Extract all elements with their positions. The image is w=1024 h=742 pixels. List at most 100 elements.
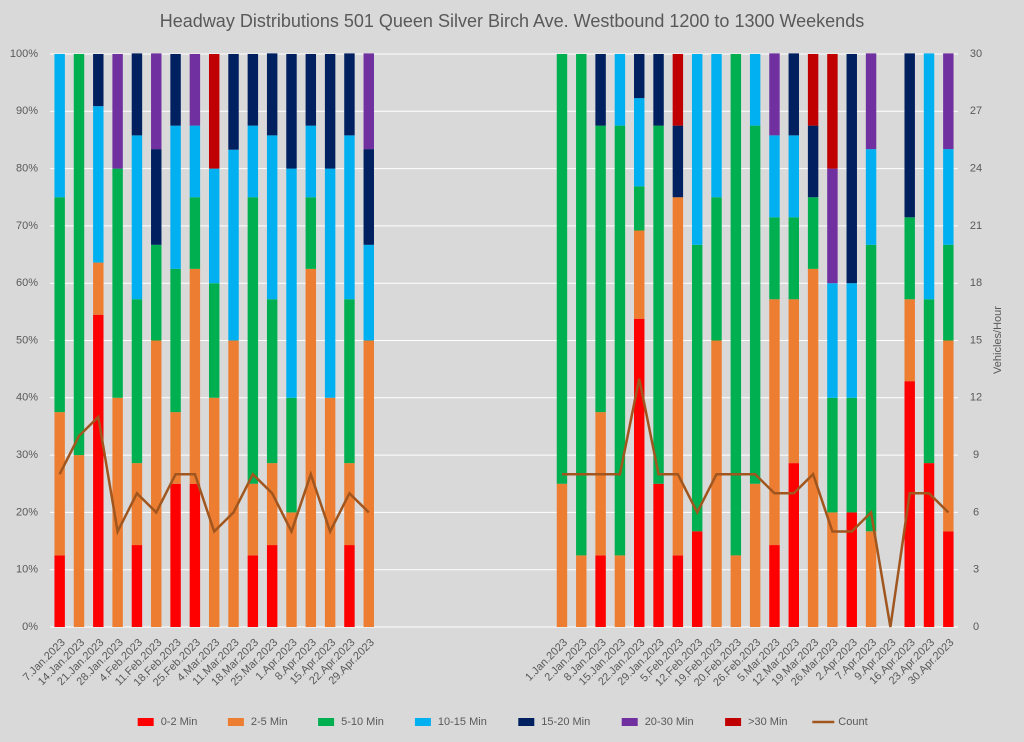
bar-segment [151, 244, 162, 341]
bar-segment [344, 135, 355, 300]
bar-segment [266, 545, 278, 627]
bar-segment [208, 168, 220, 284]
chart-title: Headway Distributions 501 Queen Silver B… [160, 11, 864, 31]
bar-segment [711, 340, 722, 627]
legend-swatch [227, 718, 244, 726]
bar-segment [305, 125, 317, 198]
bar-segment [170, 54, 181, 126]
bar-segment [266, 463, 278, 546]
bar-segment [344, 53, 355, 136]
bar-segment [189, 125, 201, 198]
bar-segment [170, 483, 181, 627]
bar-segment [93, 106, 104, 263]
bar-segment [653, 125, 664, 484]
bar-segment [827, 512, 838, 627]
bar-segment [865, 53, 877, 150]
bar-segment [363, 53, 374, 150]
bar-segment [73, 54, 85, 456]
bar-segment [189, 483, 201, 627]
bar-segment [131, 299, 143, 464]
y2-tick-label: 18 [970, 277, 982, 289]
y-tick-label: 80% [16, 163, 38, 175]
bar-segment [228, 54, 239, 150]
bar-segment [634, 318, 645, 627]
bar-segment [247, 54, 259, 126]
bar-segment [672, 54, 684, 126]
bar-segment [344, 463, 355, 546]
bar-segment [846, 54, 857, 284]
bar-segment [634, 186, 645, 231]
bar-segment [711, 197, 722, 341]
bar-segment [286, 168, 297, 398]
bar-segment [151, 340, 162, 627]
bar-segment [112, 397, 123, 627]
bar-segment [769, 299, 780, 546]
y2-tick-label: 6 [973, 506, 979, 518]
bar-segment [691, 244, 703, 532]
bar-segment [305, 197, 317, 269]
bar-segment [93, 262, 104, 315]
bar-segment [634, 54, 645, 99]
bar-segment [228, 149, 239, 341]
bar-segment [730, 555, 742, 627]
bar-segment [943, 531, 954, 627]
bar-segment [788, 463, 800, 627]
bar-segment [691, 54, 703, 245]
bar-segment [865, 531, 877, 627]
bar-segment [672, 125, 684, 198]
legend-label: 0-2 Min [161, 716, 198, 728]
bar-segment [189, 197, 201, 269]
legend-label: Count [838, 716, 867, 728]
bar-segment [923, 53, 935, 300]
bar-segment [363, 340, 374, 627]
bar-segment [904, 53, 915, 218]
y2-tick-label: 24 [970, 163, 982, 175]
bar-segment [208, 397, 220, 627]
legend-swatch [621, 718, 638, 726]
y-tick-label: 10% [16, 564, 38, 576]
legend-label: 2-5 Min [251, 716, 288, 728]
bar-segment [131, 53, 143, 136]
bar-segment [846, 512, 857, 627]
bar-segment [788, 135, 800, 218]
bar-segment [170, 125, 181, 269]
bar-segment [324, 168, 336, 398]
bar-segment [131, 463, 143, 546]
bar-segment [614, 555, 626, 627]
bar-segment [634, 230, 645, 319]
legend-label: 20-30 Min [645, 716, 694, 728]
legend-label: 15-20 Min [541, 716, 590, 728]
bar-segment [769, 217, 780, 300]
y2-tick-label: 3 [973, 564, 979, 576]
bar-segment [151, 53, 162, 150]
bar-segment [595, 555, 606, 627]
bar-segment [170, 412, 181, 484]
bar-segment [54, 555, 65, 627]
bar-segment [865, 149, 877, 245]
bar-segment [749, 125, 761, 484]
bar-segment [305, 54, 317, 126]
bar-segment [54, 197, 65, 413]
bar-segment [769, 135, 780, 218]
bar-segment [556, 54, 568, 484]
bar-segment [286, 397, 297, 513]
bar-segment [131, 545, 143, 627]
y-tick-label: 30% [16, 449, 38, 461]
bar-segment [228, 340, 239, 627]
bar-segment [556, 483, 568, 627]
bar-segment [807, 268, 819, 627]
bar-segment [112, 54, 123, 169]
bar-segment [247, 483, 259, 556]
bar-segment [846, 397, 857, 513]
bar-segment [595, 54, 606, 126]
bar-segment [749, 54, 761, 126]
legend-swatch [318, 718, 335, 726]
bar-segment [788, 217, 800, 300]
bar-segment [904, 217, 915, 300]
bar-segment [788, 299, 800, 464]
bar-segment [54, 412, 65, 556]
bar-segment [653, 54, 664, 126]
bar-segment [151, 149, 162, 245]
y2-tick-label: 0 [973, 621, 979, 633]
